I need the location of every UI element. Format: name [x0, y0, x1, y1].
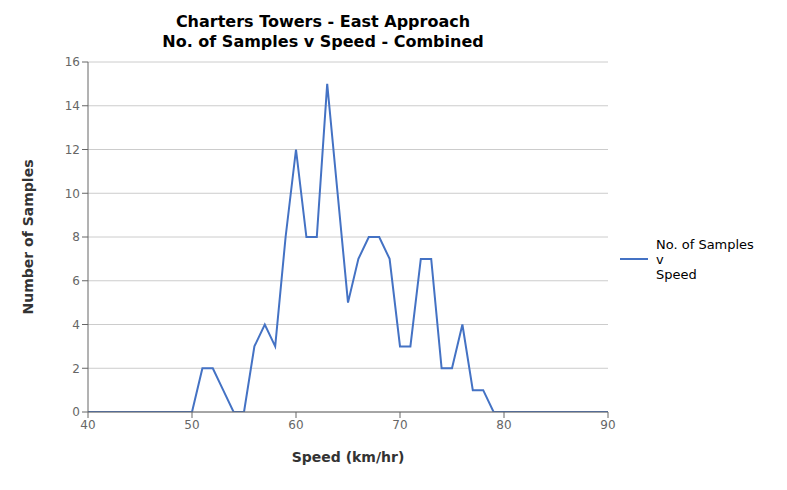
svg-text:6: 6	[72, 274, 80, 288]
svg-text:60: 60	[288, 418, 303, 432]
svg-text:Number of Samples: Number of Samples	[20, 160, 36, 315]
svg-text:8: 8	[72, 230, 80, 244]
svg-text:10: 10	[65, 187, 80, 201]
svg-text:Speed (km/hr): Speed (km/hr)	[292, 449, 405, 465]
html-text:Speed: Speed	[656, 266, 697, 282]
svg-text:0: 0	[72, 405, 80, 419]
svg-text:4: 4	[72, 318, 80, 332]
html-text:No. of Samples v: No. of Samples v	[656, 236, 754, 267]
svg-text:12: 12	[65, 143, 80, 157]
svg-text:16: 16	[65, 55, 80, 69]
svg-text:14: 14	[65, 99, 80, 113]
html-text:No. of Samples v Speed - Combi: No. of Samples v Speed - Combined	[162, 32, 484, 51]
svg-text:90: 90	[600, 418, 615, 432]
svg-text:70: 70	[392, 418, 407, 432]
svg-text:50: 50	[184, 418, 199, 432]
html-text:Charters Towers - East Approac: Charters Towers - East Approach	[175, 12, 471, 31]
svg-text:2: 2	[72, 362, 80, 376]
svg-text:40: 40	[80, 418, 95, 432]
svg-text:80: 80	[496, 418, 511, 432]
